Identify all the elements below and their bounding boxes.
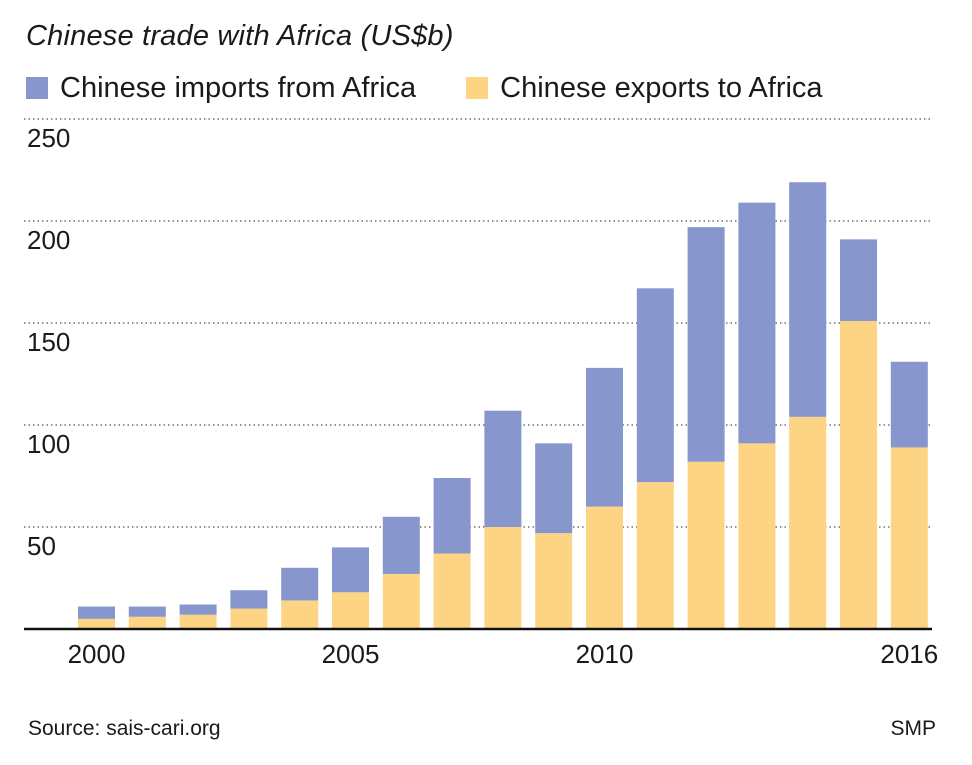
y-tick-label-50: 50 xyxy=(27,531,56,561)
x-tick-label-2000: 2000 xyxy=(68,639,126,669)
bar-exports-2008 xyxy=(484,527,522,629)
bar-exports-2001 xyxy=(128,616,166,629)
bar-exports-2016 xyxy=(890,447,928,629)
chart-legend: Chinese imports from Africa Chinese expo… xyxy=(26,70,873,106)
x-tick-label-2016: 2016 xyxy=(880,639,938,669)
bar-imports-2014 xyxy=(789,182,827,417)
bar-imports-2004 xyxy=(281,567,319,601)
legend-label-imports: Chinese imports from Africa xyxy=(60,71,417,104)
bar-exports-2005 xyxy=(332,592,369,629)
chart-title: Chinese trade with Africa (US$b) xyxy=(26,20,454,52)
legend-swatch-exports xyxy=(466,77,489,99)
legend-swatch-imports xyxy=(26,77,48,99)
y-tick-label-150: 150 xyxy=(27,327,70,357)
bar-imports-2016 xyxy=(890,361,928,448)
bar-imports-2003 xyxy=(230,590,268,609)
legend-item-imports: Chinese imports from Africa xyxy=(26,72,416,105)
bar-imports-2010 xyxy=(586,367,623,507)
bar-exports-2004 xyxy=(281,600,319,629)
legend-item-exports: Chinese exports to Africa xyxy=(466,71,823,105)
bar-imports-2001 xyxy=(128,606,166,617)
bar-exports-2010 xyxy=(586,506,623,629)
legend-label-exports: Chinese exports to Africa xyxy=(500,71,823,104)
bar-exports-2007 xyxy=(433,553,471,629)
y-tick-label-100: 100 xyxy=(27,429,70,459)
bar-exports-2014 xyxy=(789,416,827,629)
bar-exports-2000 xyxy=(78,618,115,629)
bar-imports-2005 xyxy=(332,547,369,593)
bar-imports-2015 xyxy=(840,239,877,321)
bar-imports-2013 xyxy=(738,202,776,444)
bar-imports-2012 xyxy=(687,227,725,462)
credit-note: SMP xyxy=(890,717,936,740)
y-tick-label-200: 200 xyxy=(27,225,70,255)
source-note: Source: sais-cari.org xyxy=(28,717,221,740)
bar-exports-2013 xyxy=(738,443,776,629)
bar-imports-2007 xyxy=(433,478,471,554)
bar-exports-2009 xyxy=(535,533,573,629)
bar-imports-2000 xyxy=(78,606,115,619)
y-tick-label-250: 250 xyxy=(27,123,70,153)
bar-imports-2006 xyxy=(382,516,420,574)
bar-exports-2011 xyxy=(636,482,674,629)
bar-imports-2002 xyxy=(179,604,217,615)
bar-imports-2009 xyxy=(535,443,573,534)
bar-imports-2008 xyxy=(484,410,522,527)
bar-exports-2006 xyxy=(382,573,420,629)
x-tick-label-2005: 2005 xyxy=(322,639,380,669)
bar-imports-2011 xyxy=(636,288,674,483)
x-tick-label-2010: 2010 xyxy=(576,639,634,669)
bar-exports-2012 xyxy=(687,461,725,629)
bar-exports-2015 xyxy=(840,320,877,629)
bar-exports-2003 xyxy=(230,608,268,629)
bar-exports-2002 xyxy=(179,614,217,629)
stacked-bar-chart: 50 100 150 200 250 2000 2005 2010 2016 xyxy=(24,118,938,669)
